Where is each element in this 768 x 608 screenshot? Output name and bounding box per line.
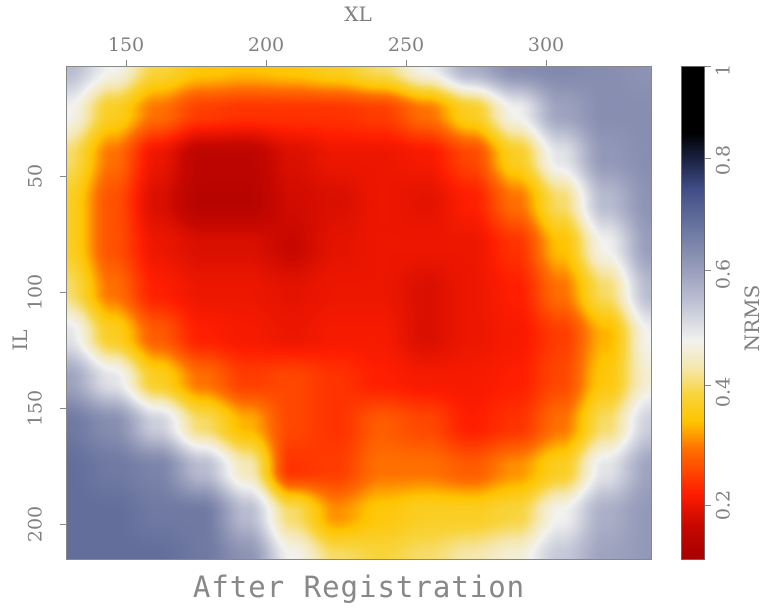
x-tick-label: 250 (387, 34, 425, 56)
x-tick-mark (266, 60, 267, 66)
x-tick-mark (406, 60, 407, 66)
x-tick-mark (546, 60, 547, 66)
x-tick-label: 200 (247, 34, 285, 56)
colorbar-tick-mark (705, 505, 711, 506)
y-tick-label: 50 (24, 163, 47, 189)
y-tick-mark (60, 176, 66, 177)
x-tick-mark (126, 60, 127, 66)
colorbar-tick-label: 0.4 (712, 376, 735, 408)
colorbar-tick-label: 0.6 (712, 258, 735, 290)
heatmap-plot-area (66, 66, 652, 560)
y-tick-mark (60, 292, 66, 293)
y-tick-label: 150 (24, 389, 47, 427)
colorbar-gradient (682, 67, 704, 559)
x-tick-label: 150 (107, 34, 145, 56)
colorbar-tick-label: 0.2 (712, 489, 735, 521)
colorbar-tick-label: 0.8 (712, 144, 735, 176)
y-tick-label: 200 (24, 505, 47, 543)
colorbar-tick-mark (705, 158, 711, 159)
colorbar-tick-mark (705, 66, 711, 67)
colorbar-tick-mark (705, 270, 711, 271)
y-axis-title: IL (8, 329, 32, 351)
colorbar-title: NRMS (740, 284, 764, 352)
y-tick-label: 100 (24, 273, 47, 311)
x-axis-title: XL (344, 2, 372, 26)
colorbar-tick-mark (705, 385, 711, 386)
x-tick-label: 300 (527, 34, 565, 56)
colorbar-tick-label: 1 (712, 63, 735, 77)
y-tick-mark (60, 408, 66, 409)
colorbar (681, 66, 705, 560)
y-tick-mark (60, 524, 66, 525)
nrms-heatmap (67, 67, 651, 559)
chart-title: After Registration (192, 570, 526, 604)
